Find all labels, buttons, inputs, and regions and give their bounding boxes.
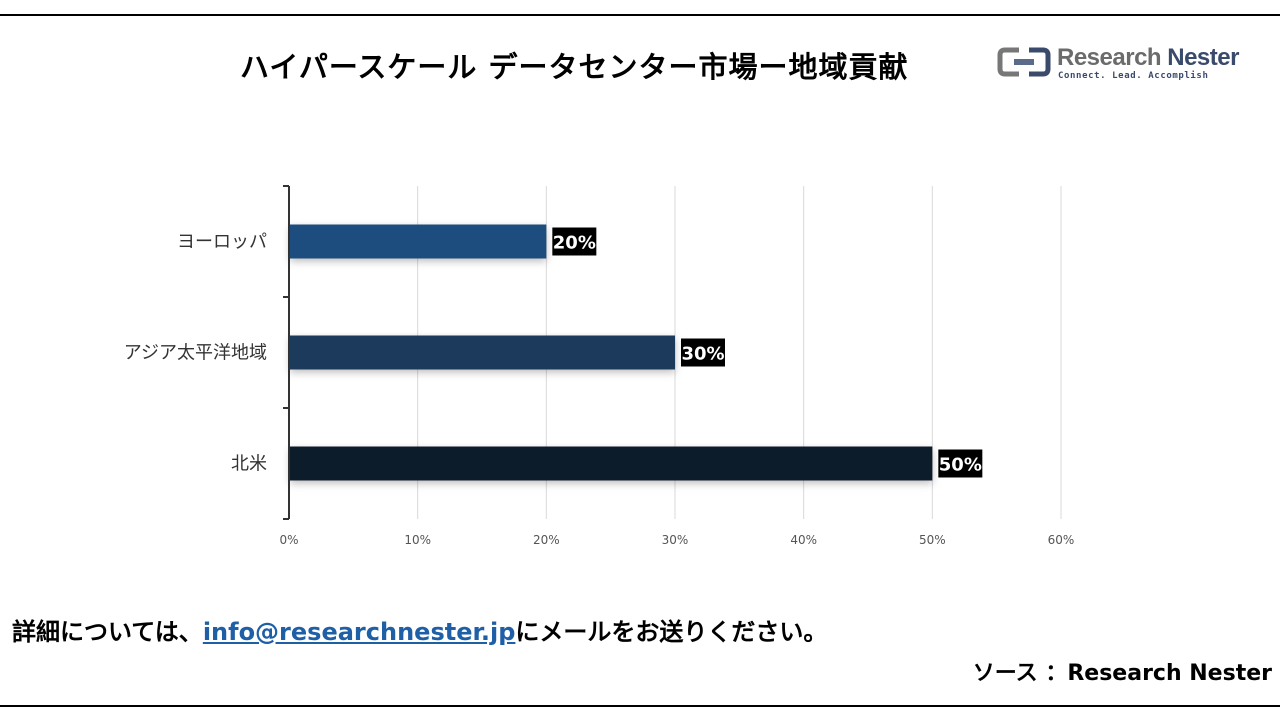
x-tick-label: 10% <box>404 533 431 547</box>
x-tick-label: 20% <box>533 533 560 547</box>
x-tick-label: 60% <box>1048 533 1075 547</box>
logo-mark-icon <box>997 47 1051 77</box>
x-tick-label: 30% <box>662 533 689 547</box>
contact-note: 詳細については、info@researchnester.jpにメールをお送りくだ… <box>12 612 827 647</box>
page-title: ハイパースケール データセンター市場ー地域貢献 <box>240 50 909 84</box>
bottom-rule <box>0 705 1280 707</box>
chart-bars <box>290 224 933 481</box>
top-rule <box>0 14 1280 16</box>
data-label: 30% <box>681 344 724 365</box>
category-label: アジア太平洋地域 <box>124 343 267 364</box>
bar-0 <box>290 224 547 259</box>
category-label: 北米 <box>231 454 267 475</box>
category-label: ヨーロッパ <box>177 232 267 253</box>
research-nester-logo: Research Nester Connect. Lead. Accomplis… <box>997 44 1239 84</box>
data-label: 50% <box>939 455 982 476</box>
bar-1 <box>290 335 675 370</box>
contact-email-link[interactable]: info@researchnester.jp <box>202 618 516 646</box>
logo-name: Research Nester <box>1057 44 1239 72</box>
x-tick-label: 50% <box>919 533 946 547</box>
data-label: 20% <box>553 233 596 254</box>
x-tick-label: 40% <box>790 533 817 547</box>
data-label-box <box>938 449 983 478</box>
bar-2 <box>290 446 933 481</box>
data-label-box <box>681 338 725 367</box>
logo-name-nester: Nester <box>1167 44 1239 71</box>
source-credit: ソース ：Research Nester <box>972 661 1272 686</box>
contact-note-suffix: にメールをお送りください。 <box>515 618 828 646</box>
chart-labels: 0% 10% 20% 30% 40% 50% 60% ヨーロッパ 20% アジア太平洋地域 30% 北… <box>124 227 1075 547</box>
logo-tagline: Connect. Lead. Accomplish <box>1058 71 1209 81</box>
x-tick-label: 0% <box>279 533 298 547</box>
data-label-box <box>552 227 597 256</box>
logo-name-research: Research <box>1057 44 1168 71</box>
contact-note-prefix: 詳細については、 <box>12 618 203 646</box>
chart-axis <box>283 185 290 520</box>
